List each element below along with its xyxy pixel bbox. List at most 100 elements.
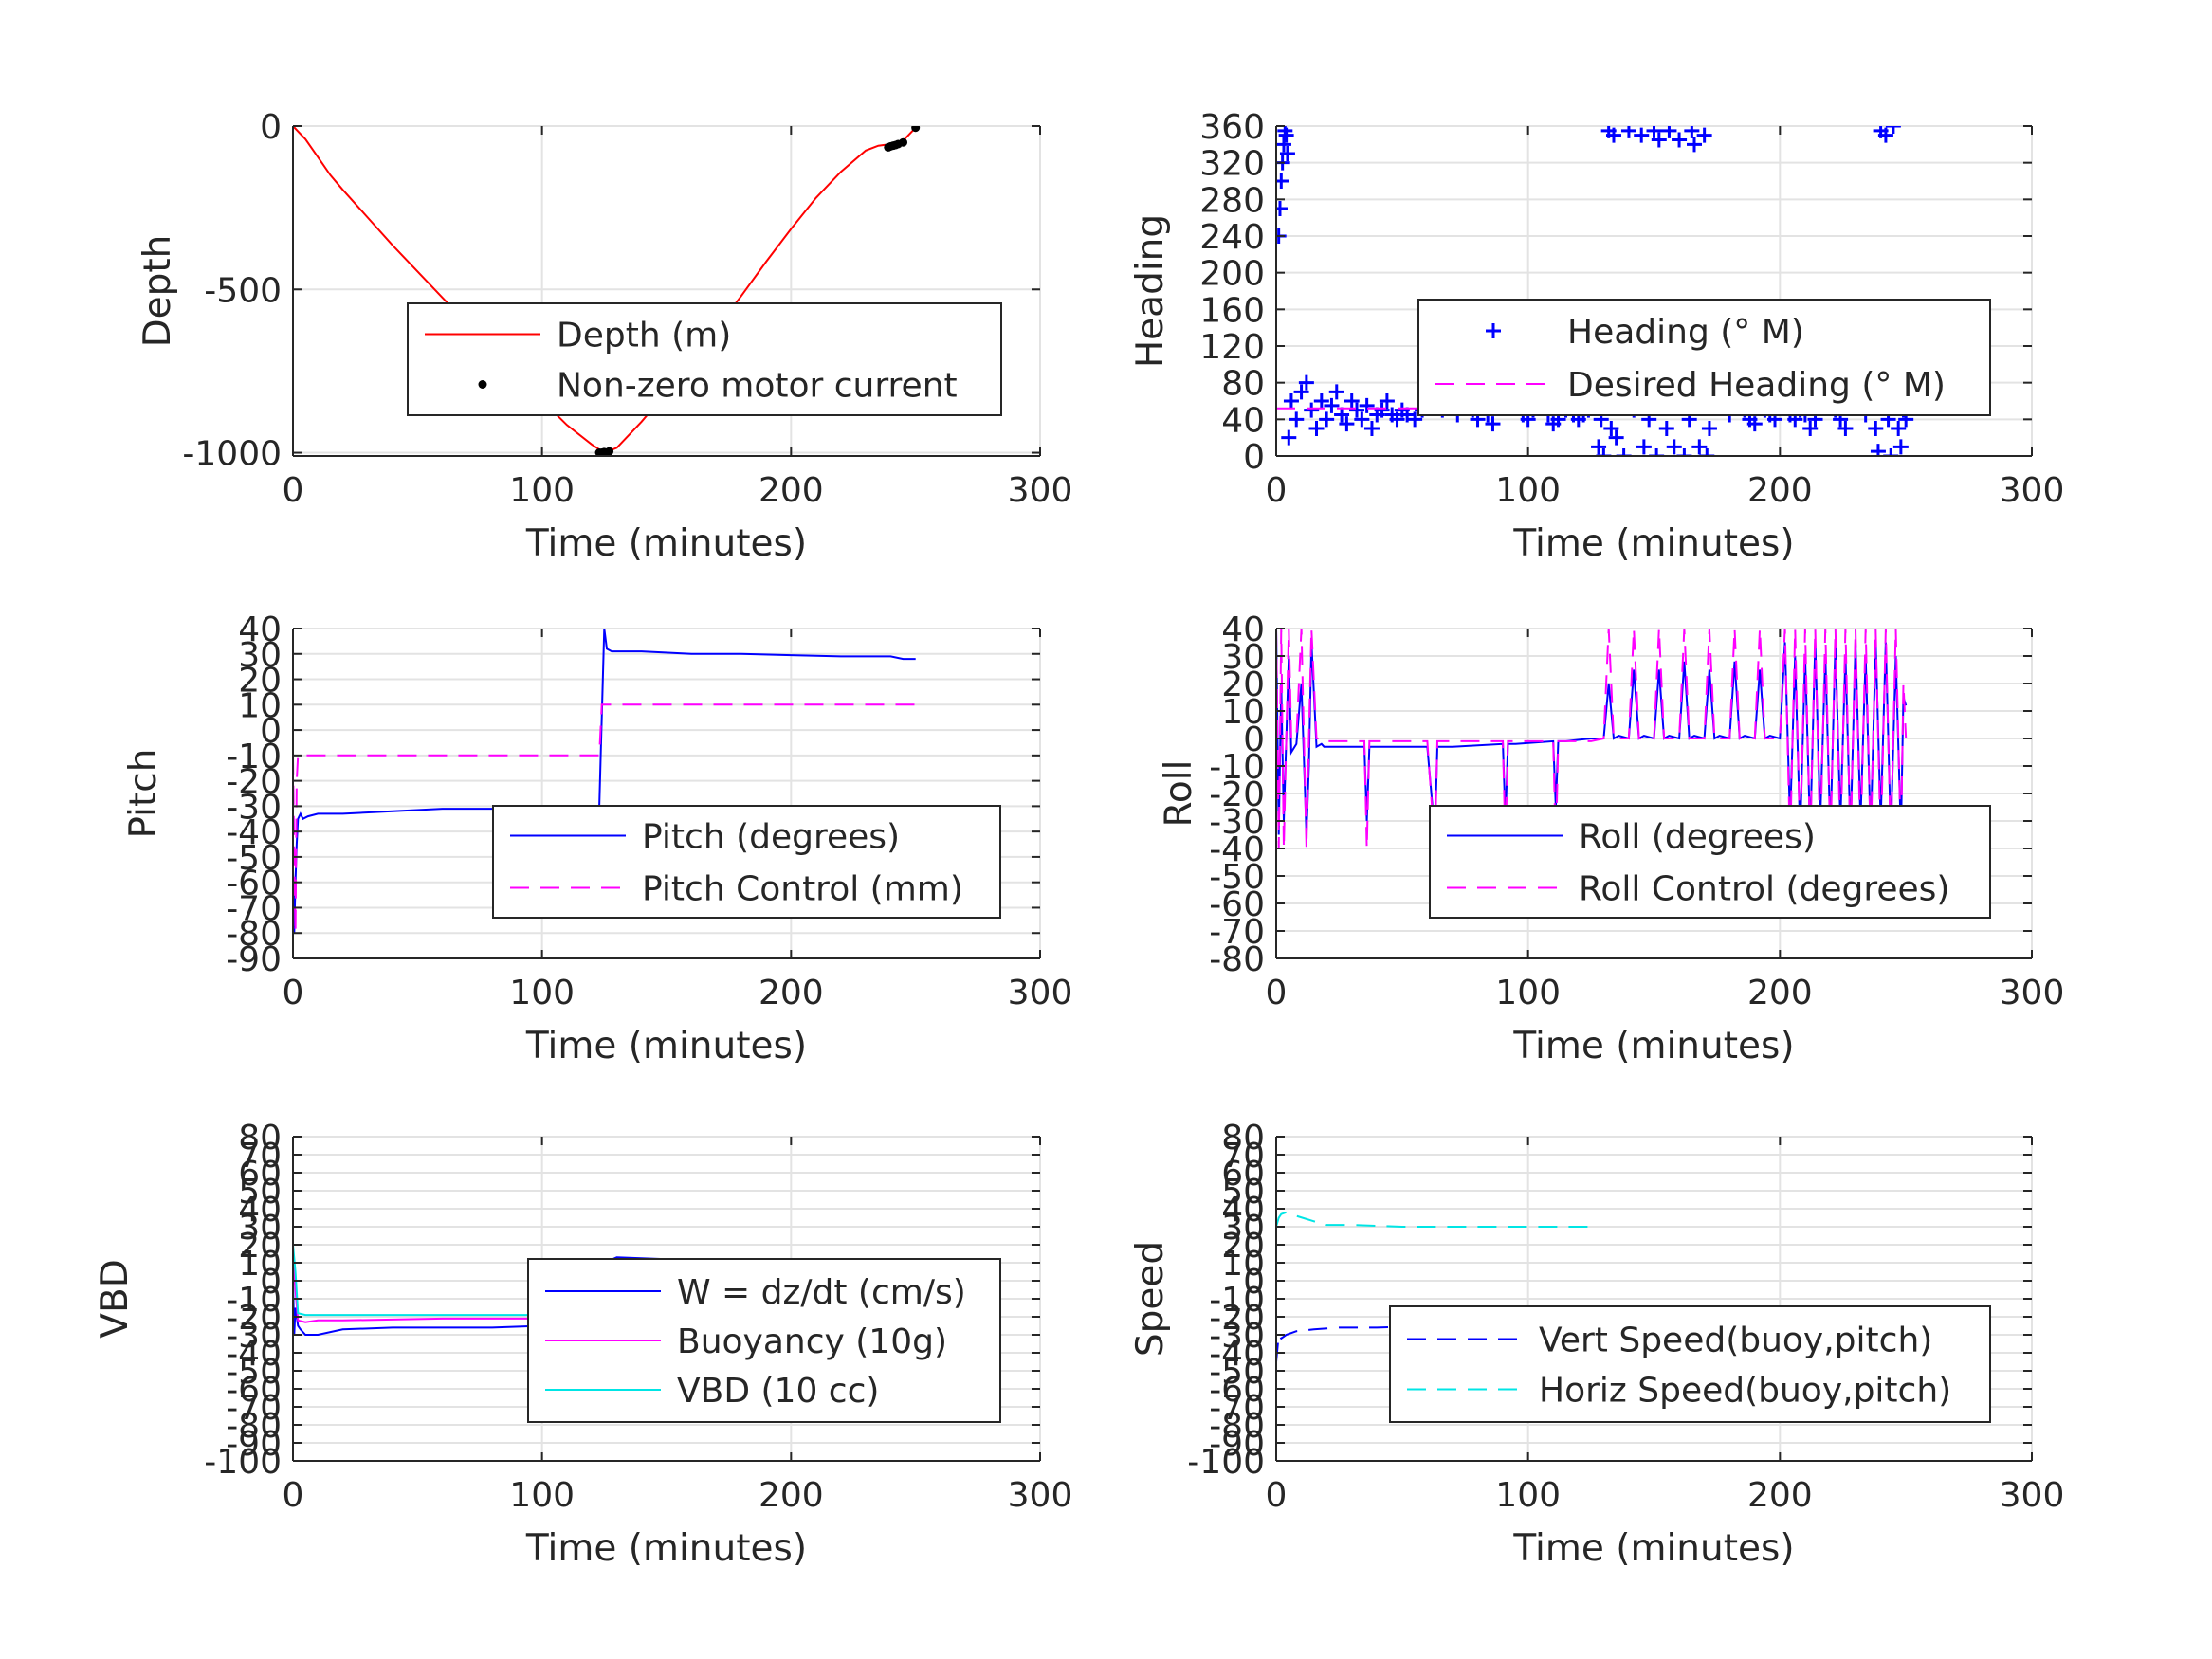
data-point bbox=[1658, 421, 1674, 436]
legend-depth: Depth (m) Non-zero motor current bbox=[407, 302, 1002, 416]
legend-label: VBD (10 cc) bbox=[677, 1372, 879, 1411]
data-point bbox=[1344, 393, 1360, 409]
y-tick-label: -100 bbox=[204, 1443, 282, 1482]
y-tick-label: 0 bbox=[260, 108, 282, 147]
y-tick-label: -70 bbox=[1209, 913, 1265, 952]
data-point bbox=[1328, 384, 1344, 400]
y-tick-label: -60 bbox=[226, 865, 282, 903]
y-tick-label: 30 bbox=[1221, 1209, 1265, 1248]
data-point bbox=[1634, 127, 1650, 143]
x-axis-label: Time (minutes) bbox=[1512, 1527, 1794, 1570]
data-point bbox=[1596, 448, 1612, 456]
data-point bbox=[1313, 393, 1329, 409]
y-tick-label: -500 bbox=[204, 271, 282, 310]
series-line bbox=[1276, 629, 1908, 849]
y-tick-label: -50 bbox=[1209, 858, 1265, 897]
y-tick-label: -50 bbox=[226, 1353, 282, 1392]
y-tick-label: 200 bbox=[1199, 255, 1265, 294]
y-tick-label: 10 bbox=[238, 686, 282, 725]
y-tick-label: -10 bbox=[226, 1281, 282, 1320]
y-axis-label: Speed bbox=[1129, 1241, 1172, 1357]
x-tick-label: 0 bbox=[1266, 471, 1288, 510]
x-tick-label: 100 bbox=[1495, 974, 1561, 1012]
series-depth-1 bbox=[594, 126, 921, 456]
data-point bbox=[1885, 126, 1901, 134]
panel-vbd: 0 100 200 300-100-90-80-70-60-50-40-30-20-1… bbox=[94, 1119, 1072, 1570]
x-tick-label: 100 bbox=[509, 471, 575, 510]
y-tick-label: 50 bbox=[1221, 1173, 1265, 1212]
data-point bbox=[1802, 421, 1819, 436]
legend-label: Roll (degrees) bbox=[1579, 818, 1816, 857]
y-tick-label: 20 bbox=[1221, 1227, 1265, 1266]
data-point bbox=[1354, 411, 1370, 428]
y-tick-label: 70 bbox=[1221, 1137, 1265, 1176]
y-tick-label: -30 bbox=[226, 1317, 282, 1356]
x-tick-label: 100 bbox=[1495, 471, 1561, 510]
data-point bbox=[1407, 411, 1423, 428]
data-point bbox=[1672, 132, 1688, 148]
y-tick-label: -30 bbox=[1209, 1317, 1265, 1356]
y-tick-label: 280 bbox=[1199, 181, 1265, 220]
data-point bbox=[1646, 126, 1662, 138]
y-tick-label: -60 bbox=[1209, 1371, 1265, 1410]
y-tick-label: 40 bbox=[1221, 611, 1265, 649]
data-point bbox=[1696, 127, 1712, 143]
legend-heading: Heading (° M) Desired Heading (° M) bbox=[1417, 299, 1991, 416]
x-axis-label: Time (minutes) bbox=[525, 1527, 807, 1570]
data-point bbox=[1293, 384, 1309, 400]
legend-box bbox=[1417, 299, 1991, 416]
x-tick-label: 100 bbox=[1495, 1476, 1561, 1515]
y-tick-label: -10 bbox=[1209, 748, 1265, 787]
data-point bbox=[1304, 402, 1320, 418]
legend-label: Buoyancy (10g) bbox=[677, 1322, 947, 1361]
data-point bbox=[1883, 448, 1899, 456]
y-tick-label: -60 bbox=[1209, 885, 1265, 924]
y-tick-label: -90 bbox=[226, 940, 282, 979]
data-point bbox=[1691, 439, 1708, 455]
legend-label: Non-zero motor current bbox=[557, 367, 958, 406]
data-point bbox=[1591, 439, 1607, 455]
y-tick-label: -30 bbox=[226, 788, 282, 827]
y-tick-label: -80 bbox=[226, 915, 282, 954]
y-tick-label: -70 bbox=[1209, 1389, 1265, 1428]
y-tick-label: 10 bbox=[1221, 693, 1265, 732]
y-tick-label: -20 bbox=[1209, 775, 1265, 814]
y-tick-label: 30 bbox=[1221, 638, 1265, 677]
x-tick-label: 100 bbox=[509, 974, 575, 1012]
y-tick-label: 0 bbox=[260, 1263, 282, 1302]
data-point bbox=[899, 137, 908, 147]
y-axis-label: VBD bbox=[94, 1259, 137, 1338]
y-tick-label: -60 bbox=[226, 1371, 282, 1410]
data-point bbox=[1636, 439, 1652, 455]
legend-pitch: Pitch (degrees) Pitch Control (mm) bbox=[492, 805, 1001, 919]
data-point bbox=[1651, 132, 1667, 148]
y-tick-label: -30 bbox=[1209, 803, 1265, 842]
data-point bbox=[1666, 439, 1682, 455]
x-tick-label: 0 bbox=[283, 471, 304, 510]
data-point bbox=[1276, 173, 1289, 189]
panel-heading: 0 100 200 30004080120160200240280320360Time… bbox=[1129, 108, 2064, 565]
y-tick-label: -90 bbox=[226, 1425, 282, 1464]
y-tick-label: 70 bbox=[238, 1137, 282, 1176]
y-tick-label: -80 bbox=[1209, 940, 1265, 979]
series-speed-1 bbox=[1276, 1211, 1592, 1228]
data-point bbox=[1379, 393, 1395, 409]
legend-box bbox=[1389, 1305, 1991, 1423]
y-tick-label: -50 bbox=[226, 839, 282, 878]
y-tick-label: 0 bbox=[1243, 720, 1265, 759]
x-tick-label: 0 bbox=[1266, 974, 1288, 1012]
data-point bbox=[1485, 416, 1501, 432]
data-point bbox=[1616, 448, 1632, 456]
x-tick-label: 300 bbox=[1008, 471, 1073, 510]
legend-label: Horiz Speed(buoy,pitch) bbox=[1539, 1372, 1951, 1411]
panel-roll: 0 100 200 300-80-70-60-50-40-30-20-10010203… bbox=[1158, 611, 2064, 1067]
x-axis-label: Time (minutes) bbox=[1512, 1025, 1794, 1067]
y-tick-label: 20 bbox=[238, 1227, 282, 1266]
y-tick-label: -40 bbox=[1209, 1335, 1265, 1374]
data-point bbox=[1276, 201, 1288, 216]
y-tick-label: 40 bbox=[238, 611, 282, 649]
data-point bbox=[1298, 374, 1314, 391]
y-tick-label: 60 bbox=[1221, 1155, 1265, 1194]
panel-depth: 0 100 200 300 -1000 -500 0 Time (minutes) Depth D… bbox=[137, 108, 1072, 565]
legend-label: Roll Control (degrees) bbox=[1579, 870, 1949, 909]
